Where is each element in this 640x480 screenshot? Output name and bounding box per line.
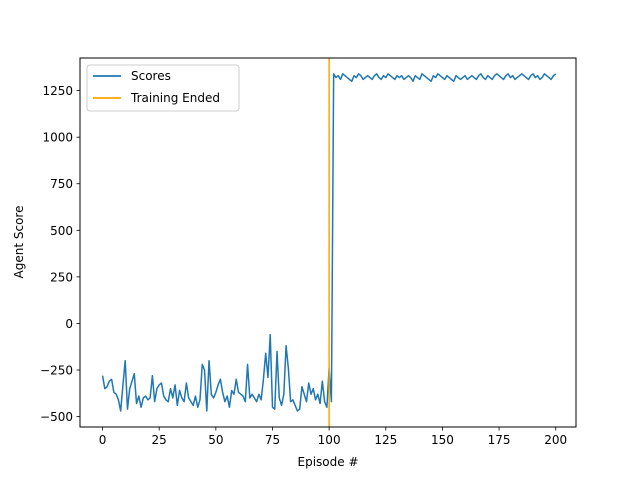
x-tick-label: 200 bbox=[544, 433, 567, 447]
legend: Scores Training Ended bbox=[86, 64, 240, 112]
y-tick-label: −250 bbox=[40, 364, 73, 378]
x-tick-label: 175 bbox=[488, 433, 511, 447]
legend-label-scores: Scores bbox=[131, 69, 171, 83]
x-axis: 0 25 50 75 100 125 150 175 200 bbox=[99, 427, 567, 447]
y-tick-label: −500 bbox=[40, 410, 73, 424]
plot-content bbox=[101, 58, 557, 427]
x-axis-label: Episode # bbox=[298, 455, 359, 469]
x-tick-label: 75 bbox=[265, 433, 280, 447]
y-axis-label: Agent Score bbox=[12, 206, 26, 279]
y-tick-label: 0 bbox=[65, 317, 73, 331]
x-tick-label: 50 bbox=[208, 433, 223, 447]
x-tick-label: 125 bbox=[374, 433, 397, 447]
y-tick-label: 500 bbox=[50, 224, 73, 238]
x-tick-label: 0 bbox=[99, 433, 107, 447]
legend-label-training-ended: Training Ended bbox=[130, 91, 220, 105]
y-axis: −500 −250 0 250 500 750 1000 1250 bbox=[40, 84, 80, 424]
y-tick-label: 1000 bbox=[42, 131, 73, 145]
y-tick-label: 750 bbox=[50, 177, 73, 191]
x-tick-label: 25 bbox=[152, 433, 167, 447]
legend-box bbox=[86, 64, 240, 112]
x-tick-label: 150 bbox=[431, 433, 454, 447]
y-tick-label: 250 bbox=[50, 270, 73, 284]
y-tick-label: 1250 bbox=[42, 84, 73, 98]
x-tick-label: 100 bbox=[318, 433, 341, 447]
plot-frame bbox=[79, 57, 577, 428]
